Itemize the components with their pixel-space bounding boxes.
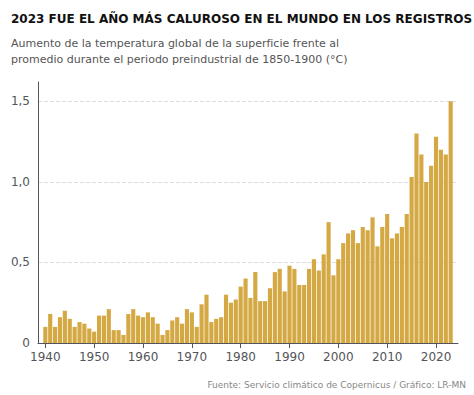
svg-text:0: 0 <box>22 336 30 350</box>
svg-text:2020: 2020 <box>421 350 452 364</box>
svg-text:1990: 1990 <box>274 350 305 364</box>
svg-text:2000: 2000 <box>323 350 354 364</box>
svg-text:Fuente: Servicio climático de: Fuente: Servicio climático de Copernicus… <box>207 380 466 390</box>
svg-text:1940: 1940 <box>30 350 61 364</box>
svg-text:0,5: 0,5 <box>11 255 30 269</box>
svg-text:2010: 2010 <box>372 350 403 364</box>
svg-text:1970: 1970 <box>177 350 208 364</box>
svg-text:2023 FUE EL AÑO MÁS CALUROSO E: 2023 FUE EL AÑO MÁS CALUROSO EN EL MUNDO… <box>11 11 472 26</box>
svg-text:promedio durante el periodo pr: promedio durante el periodo preindustria… <box>11 53 348 66</box>
svg-text:1980: 1980 <box>225 350 256 364</box>
svg-text:Aumento de la temperatura glob: Aumento de la temperatura global de la s… <box>11 37 339 50</box>
svg-text:1960: 1960 <box>128 350 159 364</box>
svg-text:1,5: 1,5 <box>11 94 30 108</box>
svg-text:1950: 1950 <box>79 350 110 364</box>
svg-text:1,0: 1,0 <box>11 175 30 189</box>
